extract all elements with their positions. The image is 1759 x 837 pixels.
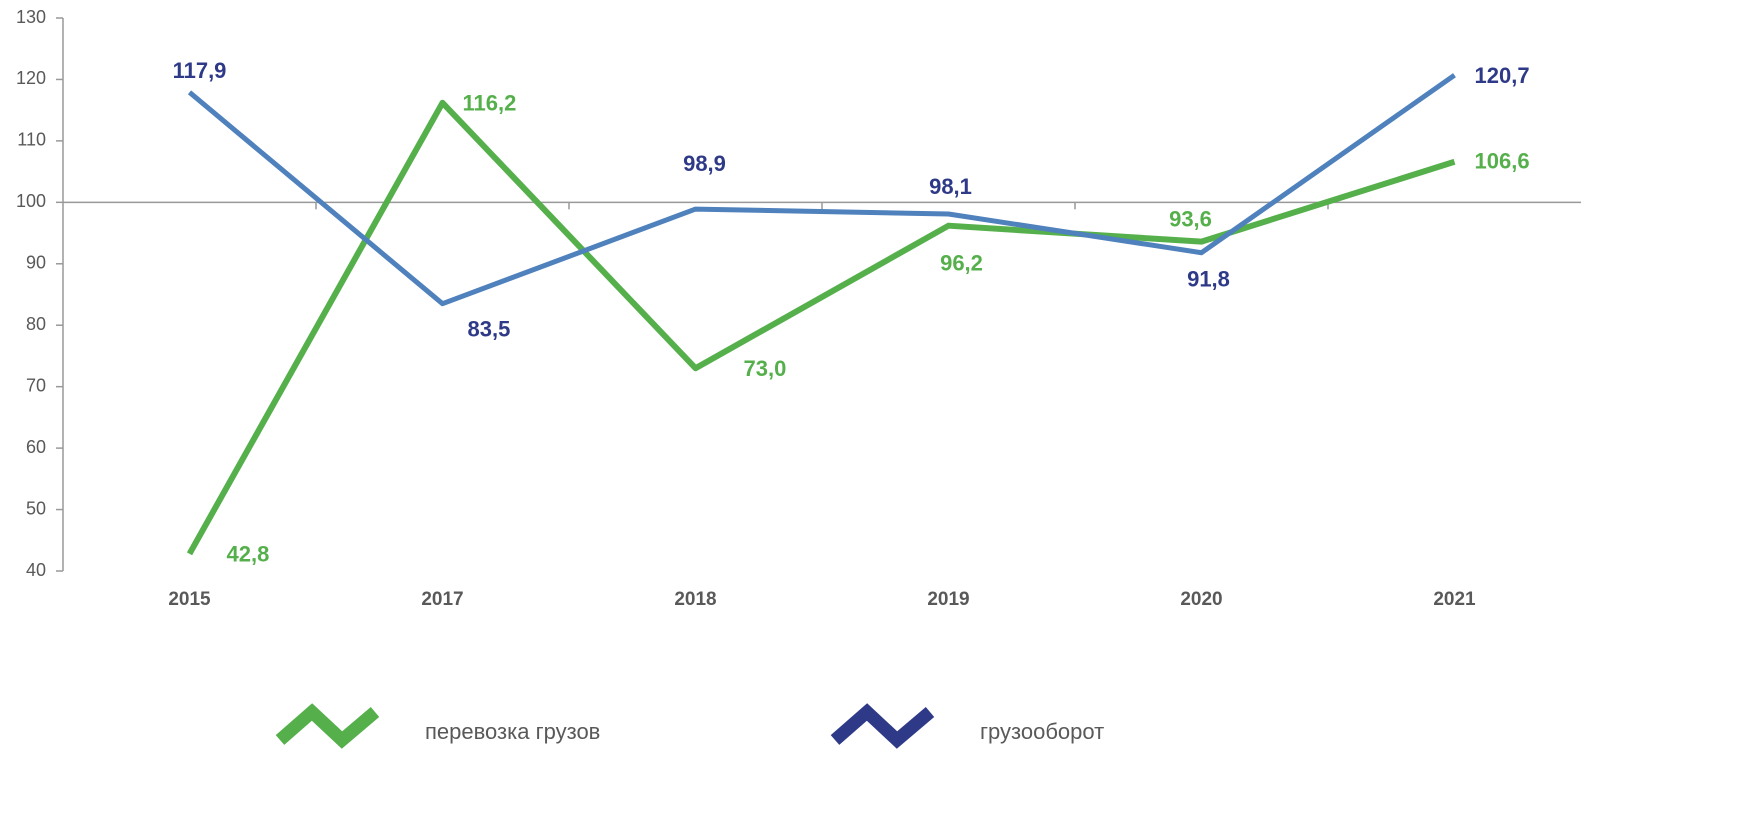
legend-icon bbox=[275, 703, 380, 749]
legend-label: перевозка грузов bbox=[425, 719, 600, 744]
data-label: 96,2 bbox=[940, 250, 983, 275]
data-label: 91,8 bbox=[1187, 267, 1230, 292]
data-label: 117,9 bbox=[173, 58, 227, 83]
x-tick-label: 2015 bbox=[168, 589, 211, 610]
data-label: 120,7 bbox=[1475, 63, 1530, 88]
y-tick-label: 80 bbox=[26, 314, 46, 334]
y-tick-label: 40 bbox=[26, 560, 46, 580]
y-tick-label: 100 bbox=[16, 191, 46, 211]
data-label: 42,8 bbox=[227, 542, 270, 567]
y-tick-label: 130 bbox=[16, 7, 46, 27]
legend-icon bbox=[830, 703, 935, 749]
data-label: 93,6 bbox=[1169, 206, 1212, 231]
y-tick-label: 120 bbox=[16, 68, 46, 88]
data-label: 116,2 bbox=[463, 91, 517, 116]
x-tick-label: 2019 bbox=[927, 589, 969, 610]
y-tick-label: 90 bbox=[26, 253, 46, 273]
y-tick-label: 50 bbox=[26, 498, 46, 518]
y-tick-label: 60 bbox=[26, 437, 46, 457]
line bbox=[187, 73, 1456, 307]
data-label: 106,6 bbox=[1475, 149, 1530, 174]
x-tick-label: 2021 bbox=[1433, 589, 1476, 610]
x-tick-label: 2017 bbox=[421, 589, 463, 610]
data-label: 73,0 bbox=[744, 356, 787, 381]
data-label: 83,5 bbox=[468, 317, 511, 342]
x-tick-label: 2018 bbox=[674, 589, 716, 610]
x-tick-label: 2020 bbox=[1180, 589, 1222, 610]
legend-label: грузооборот bbox=[980, 719, 1104, 744]
data-label: 98,1 bbox=[929, 174, 972, 199]
y-tick-label: 70 bbox=[26, 375, 46, 395]
data-label: 98,9 bbox=[683, 151, 726, 176]
y-tick-label: 110 bbox=[17, 130, 46, 150]
line bbox=[186, 99, 1456, 556]
